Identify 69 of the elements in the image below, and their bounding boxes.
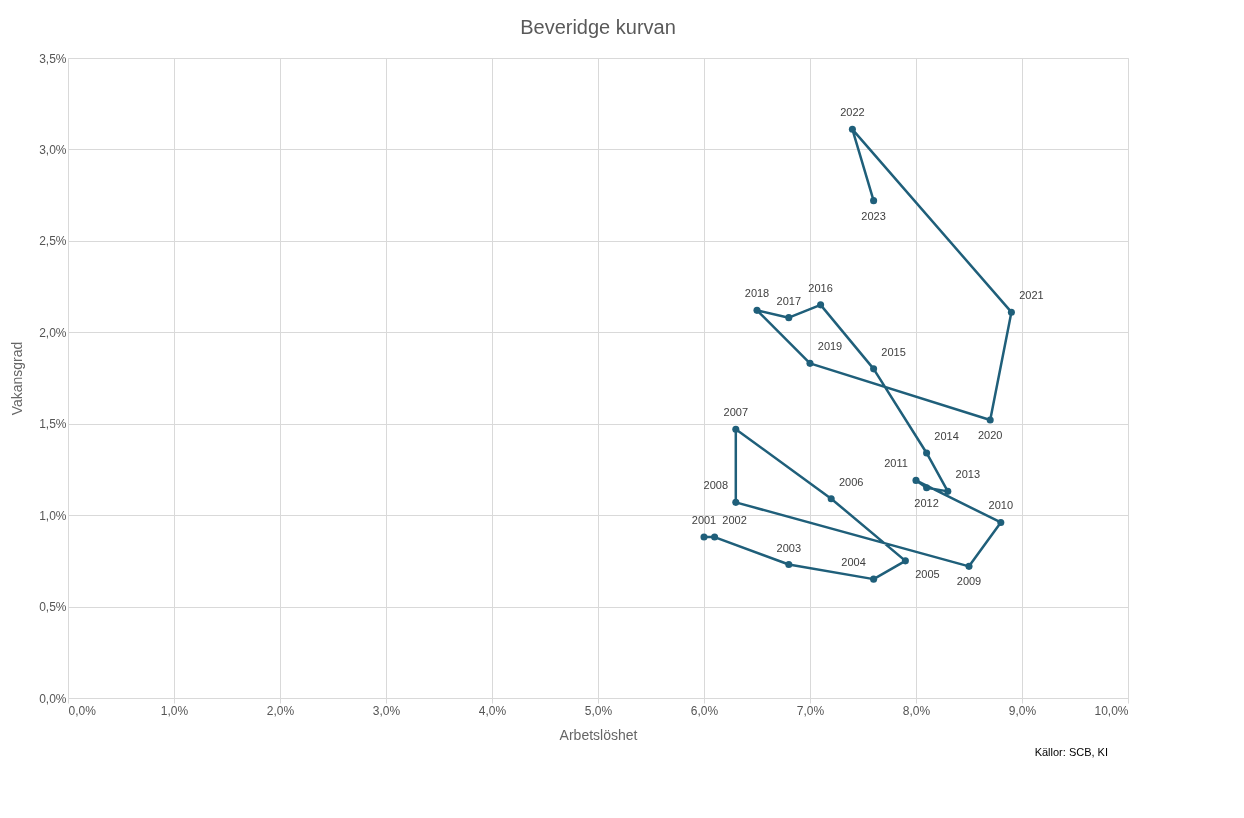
point xyxy=(944,487,952,495)
annotation: 2012 xyxy=(914,496,939,509)
point xyxy=(965,562,973,570)
point xyxy=(986,416,994,424)
point xyxy=(901,557,909,565)
annotation: 2019 xyxy=(817,340,843,353)
annotation: 2016 xyxy=(808,281,833,294)
annotation: 2011 xyxy=(884,457,908,470)
annotation: 2002 xyxy=(722,514,747,527)
y-tick-label: 3,0% xyxy=(39,142,67,157)
point xyxy=(711,533,719,541)
annotation: 2022 xyxy=(840,106,865,119)
text: Källor: SCB, KI xyxy=(1034,746,1108,758)
annotation: 2004 xyxy=(841,556,866,569)
point xyxy=(700,533,708,541)
point xyxy=(923,449,931,457)
annotation: 2018 xyxy=(744,287,770,300)
point xyxy=(806,359,814,367)
annotation: 2013 xyxy=(955,468,981,481)
x-tick-label: 7,0% xyxy=(796,703,825,718)
point xyxy=(732,498,740,506)
annotation: 2007 xyxy=(723,406,749,419)
point xyxy=(848,125,856,133)
point xyxy=(785,560,793,569)
point xyxy=(1007,308,1015,316)
annotation: 2010 xyxy=(988,499,1014,512)
annotation: 2009 xyxy=(956,575,982,588)
y-axis-title: Vakansgrad xyxy=(9,341,26,416)
annotation: 2003 xyxy=(776,541,802,554)
x-tick-label: 1,0% xyxy=(160,703,189,718)
annotation: 2001 xyxy=(691,514,717,527)
point xyxy=(870,197,878,205)
point xyxy=(997,518,1005,526)
x-tick-label: 2,0% xyxy=(266,703,295,718)
x-tick-label: 3,0% xyxy=(372,703,401,718)
point xyxy=(753,306,761,314)
y-tick-label: 2,5% xyxy=(39,234,67,249)
x-tick-label: 4,0% xyxy=(478,703,507,718)
y-tick-label: 0,5% xyxy=(39,600,67,615)
y-tick-label: 0,0% xyxy=(39,691,67,706)
annotation: 2017 xyxy=(776,294,802,307)
x-tick-label: 6,0% xyxy=(690,703,719,718)
annotation: 2005 xyxy=(915,567,940,580)
point xyxy=(923,484,931,492)
x-tick-label: 8,0% xyxy=(902,703,931,718)
annotation: 2014 xyxy=(934,429,959,442)
point xyxy=(912,476,920,484)
point xyxy=(870,365,878,373)
x-tick-label: 0,0% xyxy=(68,703,97,718)
point xyxy=(817,301,825,309)
point xyxy=(870,575,878,583)
y-tick-label: 1,0% xyxy=(39,508,67,523)
point xyxy=(732,425,740,433)
x-axis-title: Arbetslöshet xyxy=(559,726,638,743)
annotation: 2015 xyxy=(881,345,906,358)
point xyxy=(827,495,835,503)
chart-title: Beveridge kurvan xyxy=(520,16,676,38)
x-tick-label: 10,0% xyxy=(1094,703,1129,718)
x-tick-label: 9,0% xyxy=(1008,703,1037,718)
annotation: 2020 xyxy=(977,429,1003,442)
point xyxy=(785,314,793,322)
y-tick-label: 1,5% xyxy=(39,417,67,432)
annotation: 2006 xyxy=(838,475,864,488)
annotation: 2021 xyxy=(1019,289,1044,302)
x-tick-label: 5,0% xyxy=(584,703,613,718)
annotation: 2008 xyxy=(703,479,729,492)
y-tick-label: 2,0% xyxy=(39,325,67,340)
y-tick-label: 3,5% xyxy=(39,51,67,66)
annotation: 2023 xyxy=(861,209,886,222)
